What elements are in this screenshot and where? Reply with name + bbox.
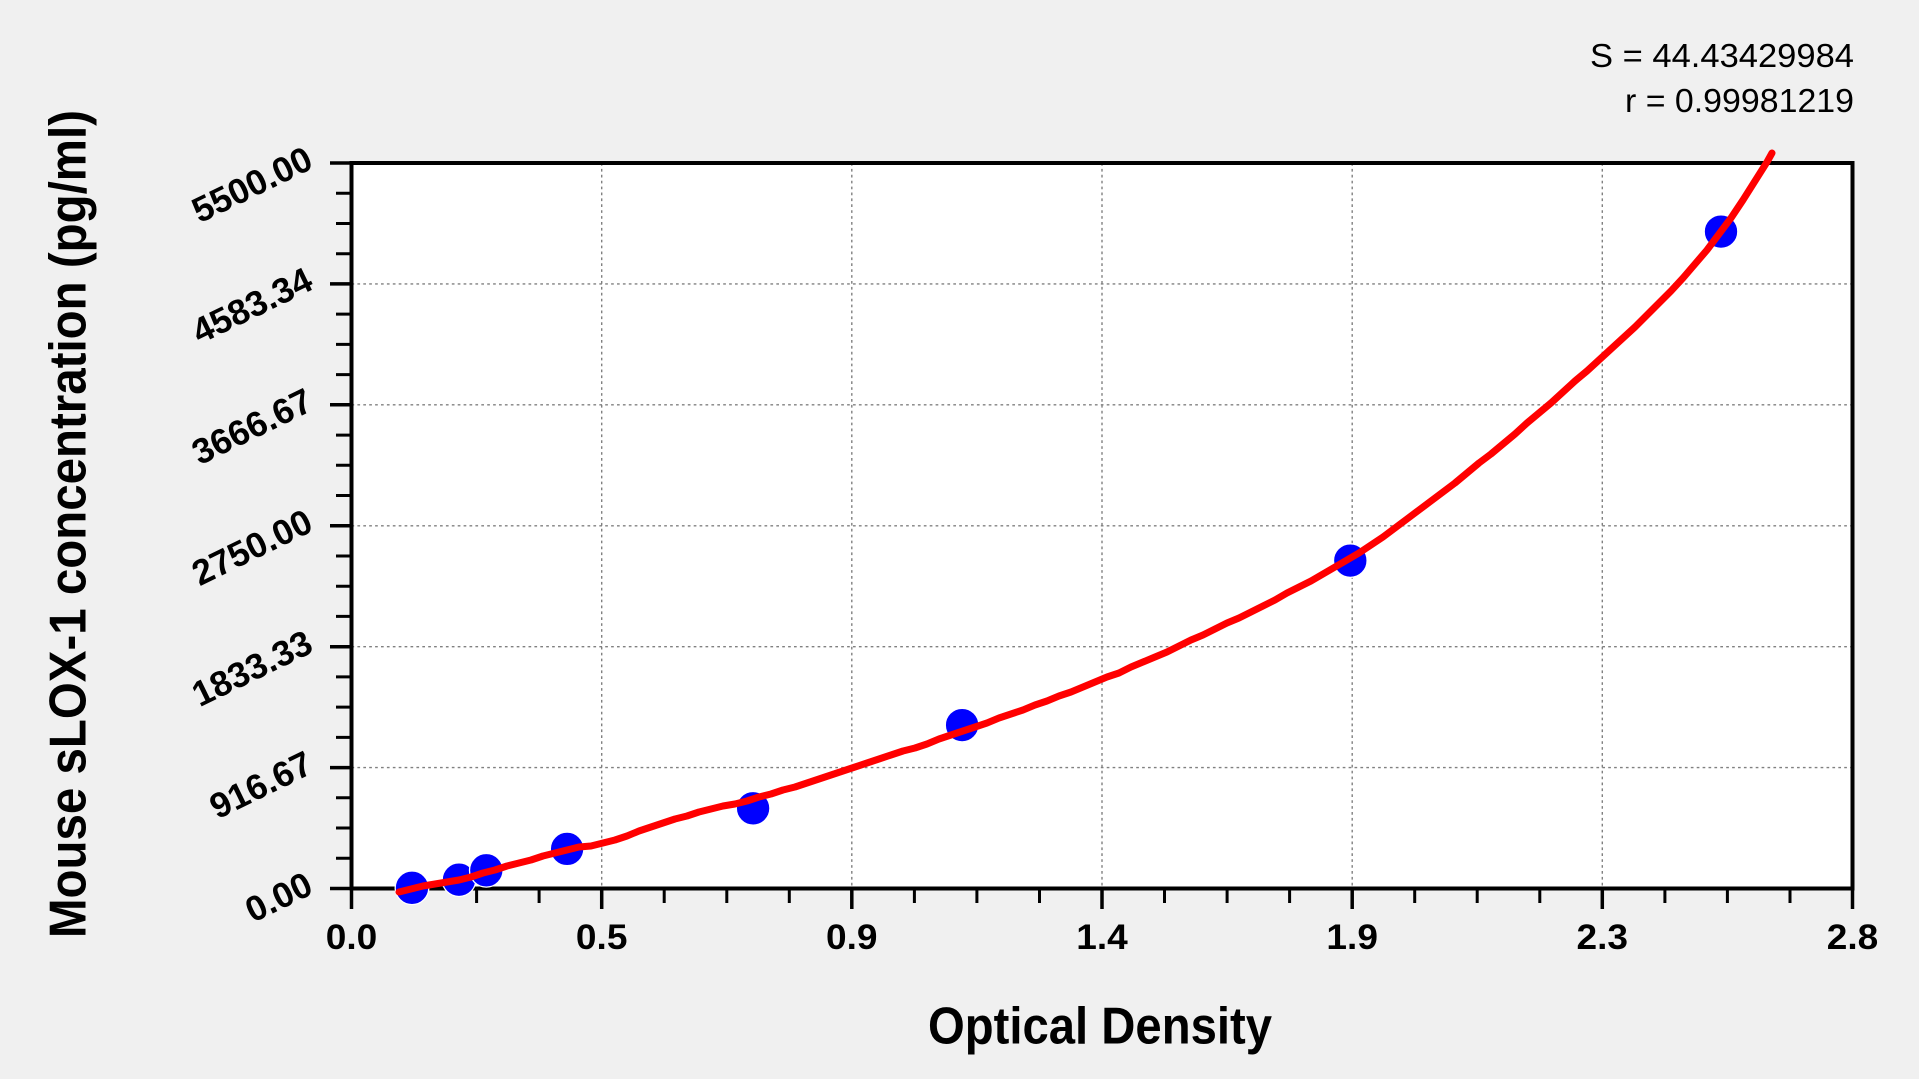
svg-text:1.9: 1.9 [1326,917,1378,957]
svg-text:Optical Density: Optical Density [928,997,1272,1055]
svg-text:S = 44.43429984: S = 44.43429984 [1590,37,1854,74]
svg-text:Mouse sLOX-1 concentration (pg: Mouse sLOX-1 concentration (pg/ml) [39,110,97,938]
svg-text:0.5: 0.5 [576,917,628,957]
svg-text:1.4: 1.4 [1076,917,1128,957]
svg-text:r = 0.99981219: r = 0.99981219 [1625,82,1854,119]
svg-text:0.9: 0.9 [826,917,878,957]
svg-text:2.3: 2.3 [1577,917,1629,957]
svg-text:2.8: 2.8 [1827,917,1879,957]
svg-text:0.0: 0.0 [326,917,378,957]
